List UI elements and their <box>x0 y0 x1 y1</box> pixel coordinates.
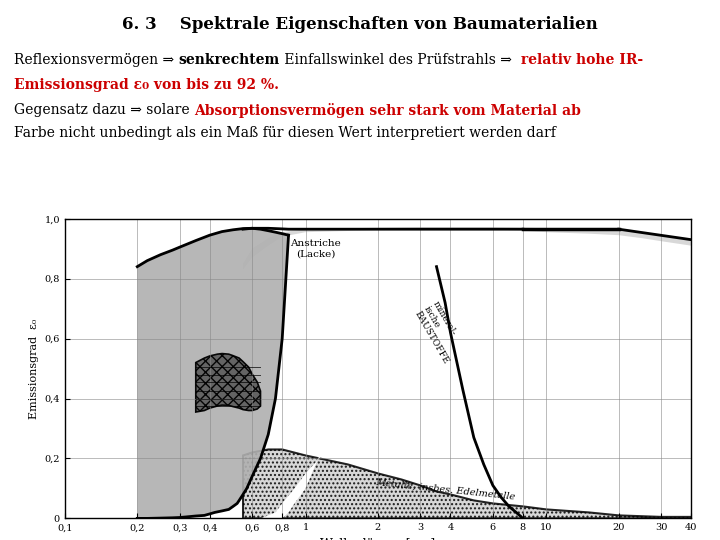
Polygon shape <box>243 227 691 269</box>
Polygon shape <box>245 240 523 518</box>
Text: Emissionsgrad ε: Emissionsgrad ε <box>14 78 142 92</box>
Text: von bis zu 92 %.: von bis zu 92 %. <box>149 78 279 92</box>
X-axis label: Wellenlänge  [μm]: Wellenlänge [μm] <box>320 538 436 540</box>
Y-axis label: Emissionsgrad  ε₀: Emissionsgrad ε₀ <box>29 319 39 418</box>
Text: mineral-
ische
BAUSTOFFE: mineral- ische BAUSTOFFE <box>413 299 469 366</box>
Text: Gegensatz dazu ⇒ solare: Gegensatz dazu ⇒ solare <box>14 103 194 117</box>
Text: Farbe nicht unbedingt als ein Maß für diesen Wert interpretiert werden darf: Farbe nicht unbedingt als ein Maß für di… <box>14 126 556 140</box>
Text: Absorptionsvermögen sehr stark vom Material ab: Absorptionsvermögen sehr stark vom Mater… <box>194 103 581 118</box>
Text: Reflexionsvermögen ⇒: Reflexionsvermögen ⇒ <box>14 53 179 67</box>
Text: senkrechtem: senkrechtem <box>179 53 280 67</box>
Text: Einfallswinkel des Prüfstrahls ⇒: Einfallswinkel des Prüfstrahls ⇒ <box>280 53 516 67</box>
Polygon shape <box>138 228 289 518</box>
Text: relativ hohe IR-: relativ hohe IR- <box>516 53 643 67</box>
Polygon shape <box>196 354 261 412</box>
Text: Anstriche
(Lacke): Anstriche (Lacke) <box>290 239 341 258</box>
Text: 0: 0 <box>142 82 149 91</box>
Polygon shape <box>243 449 691 518</box>
Text: 6. 3    Spektrale Eigenschaften von Baumaterialien: 6. 3 Spektrale Eigenschaften von Baumate… <box>122 16 598 33</box>
Text: Metalle, insbes. Edelmetalle: Metalle, insbes. Edelmetalle <box>375 478 516 502</box>
